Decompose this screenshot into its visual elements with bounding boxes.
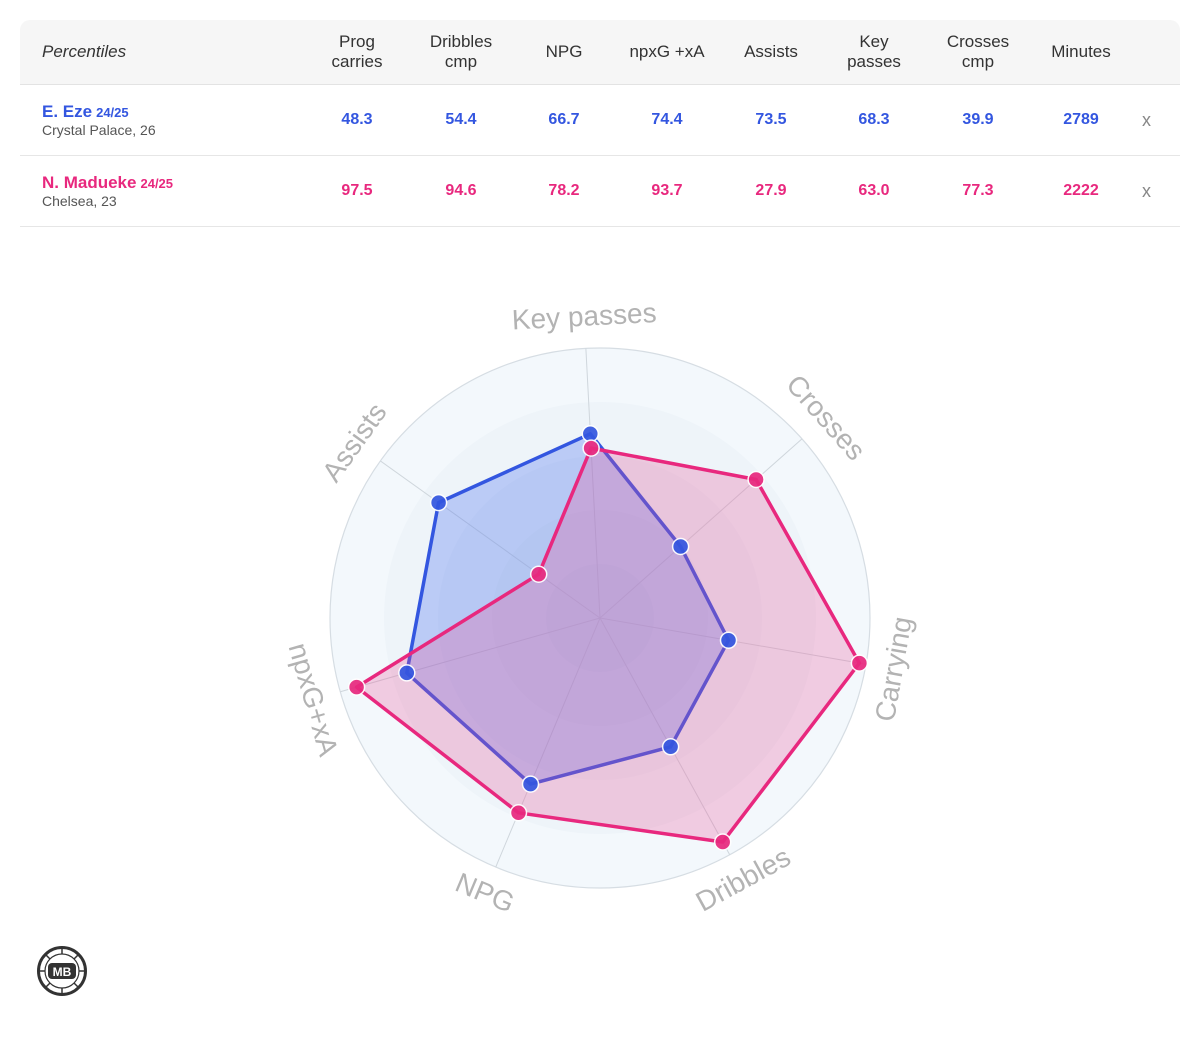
column-header-npg[interactable]: NPG	[545, 42, 583, 61]
value-dribbles-cmp: 94.6	[445, 182, 477, 199]
data-point-madueke	[850, 654, 869, 672]
player-name[interactable]: E. Eze	[42, 102, 93, 121]
player-name[interactable]: N. Madueke	[42, 173, 137, 192]
player-season: 24/25	[96, 105, 129, 120]
table-title: Percentiles	[42, 42, 127, 61]
data-point-eze	[429, 493, 448, 512]
table-header: Percentiles Prog carries Dribbles cmp NP…	[20, 20, 1180, 85]
player-info: E. Eze 24/25 Crystal Palace, 26	[42, 85, 156, 155]
value-prog-carries: 97.5	[341, 182, 373, 199]
data-point-madueke	[347, 678, 366, 696]
axis-label: Carrying	[869, 614, 918, 724]
column-header-prog-carries[interactable]: Prog carries	[331, 32, 383, 71]
radar-spoke	[495, 617, 601, 868]
value-npxg-xa: 93.7	[651, 182, 683, 199]
player-team: Crystal Palace, 26	[42, 122, 156, 138]
radar-spoke	[380, 460, 601, 619]
percentiles-table: Percentiles Prog carries Dribbles cmp NP…	[20, 20, 1180, 227]
data-point-eze	[661, 738, 680, 756]
data-point-eze	[719, 631, 738, 650]
radar-spoke	[340, 617, 601, 693]
data-point-eze	[398, 664, 416, 682]
series-area-eze	[405, 432, 731, 786]
value-dribbles-cmp: 54.4	[445, 111, 477, 128]
value-assists: 73.5	[755, 111, 787, 128]
player-info: N. Madueke 24/25 Chelsea, 23	[42, 156, 173, 226]
axis-label: Key passes	[511, 297, 657, 336]
value-minutes: 2789	[1063, 111, 1099, 128]
axis-label: NPG	[451, 867, 519, 919]
data-point-madueke	[582, 439, 600, 457]
value-key-passes: 68.3	[858, 111, 890, 128]
value-crosses-cmp: 77.3	[962, 182, 994, 199]
data-point-madueke	[509, 804, 528, 822]
value-assists: 27.9	[755, 182, 787, 199]
radar-spoke	[599, 617, 731, 856]
series-area-madueke	[354, 446, 862, 844]
column-header-assists[interactable]: Assists	[744, 42, 798, 61]
data-point-eze	[671, 537, 690, 556]
value-key-passes: 63.0	[858, 182, 890, 199]
player-name-line: N. Madueke 24/25	[42, 173, 173, 193]
data-point-eze	[521, 775, 540, 793]
value-prog-carries: 48.3	[341, 111, 373, 128]
column-header-npxg-xa[interactable]: npxG +xA	[629, 42, 705, 61]
radar-spoke	[585, 348, 601, 619]
value-minutes: 2222	[1063, 182, 1099, 199]
player-row-eze: E. Eze 24/25 Crystal Palace, 26 48.3 54.4…	[20, 85, 1180, 156]
player-team: Chelsea, 23	[42, 193, 117, 209]
value-npxg-xa: 74.4	[651, 111, 683, 128]
remove-player-button[interactable]: x	[1142, 180, 1151, 201]
remove-player-button[interactable]: x	[1142, 109, 1151, 130]
mb-logo: MB	[37, 946, 87, 996]
logo-badge	[48, 963, 76, 979]
column-header-crosses-cmp[interactable]: Crosses cmp	[946, 32, 1010, 71]
data-point-madueke	[713, 833, 732, 851]
player-name-line: E. Eze 24/25	[42, 102, 156, 122]
value-npg: 78.2	[548, 182, 580, 199]
data-point-madueke	[529, 565, 548, 583]
value-npg: 66.7	[548, 111, 580, 128]
radar-spoke	[599, 438, 803, 619]
player-row-madueke: N. Madueke 24/25 Chelsea, 23 97.5 94.6 78…	[20, 156, 1180, 227]
data-point-madueke	[747, 470, 765, 489]
logo-ball-seams	[39, 948, 85, 994]
value-crosses-cmp: 39.9	[962, 111, 994, 128]
logo-text: MB	[53, 965, 72, 979]
column-header-minutes[interactable]: Minutes	[1051, 42, 1111, 61]
column-header-key-passes[interactable]: Key passes	[847, 32, 901, 71]
column-header-dribbles-cmp[interactable]: Dribbles cmp	[429, 32, 493, 71]
player-season: 24/25	[140, 176, 174, 191]
